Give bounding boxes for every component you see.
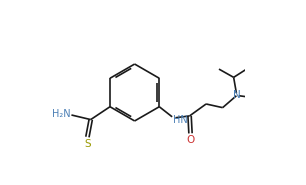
Text: S: S xyxy=(84,139,91,149)
Text: N: N xyxy=(233,90,241,100)
Text: H₂N: H₂N xyxy=(52,110,70,120)
Text: O: O xyxy=(187,135,195,145)
Text: HN: HN xyxy=(173,115,188,125)
